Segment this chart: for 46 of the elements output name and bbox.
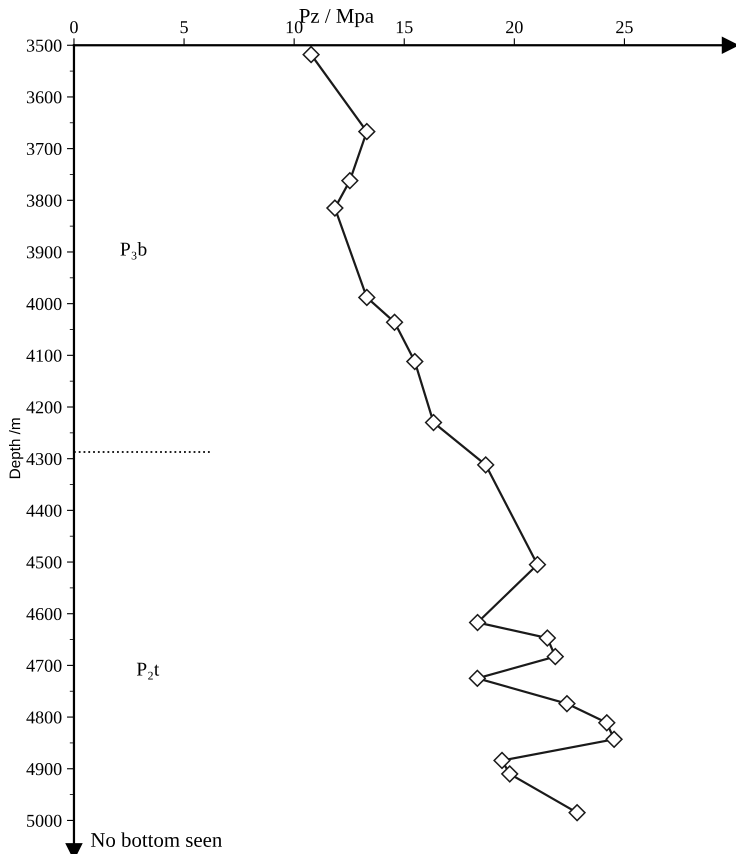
point (538, 629, 556, 647)
y-tick-label: 3500 (26, 40, 62, 52)
point (568, 804, 586, 822)
y-tick-label: 3900 (26, 246, 62, 258)
annotation: P₂t (136, 662, 160, 680)
point (605, 730, 623, 748)
y-tick-label: 4500 (26, 556, 62, 568)
point (468, 670, 486, 687)
y-tick-label: 3700 (26, 142, 62, 156)
y-tick-label: 5000 (27, 814, 62, 827)
y-tick-label: 4400 (26, 504, 62, 517)
point (358, 288, 376, 306)
x-tick-label: 25 (616, 21, 633, 34)
y-tick-label: 4200 (26, 401, 62, 414)
x-tick-label: 10 (286, 21, 302, 34)
y-tick-label: 4000 (26, 298, 62, 310)
x-tick-label: 15 (396, 21, 413, 34)
x-tick-label: 5 (180, 21, 188, 34)
y-tick-label: 3600 (26, 91, 62, 104)
point (326, 199, 344, 217)
point (424, 414, 442, 432)
point (341, 172, 358, 190)
y-tick-label: 4700 (26, 660, 62, 672)
point (493, 752, 511, 770)
point (558, 695, 576, 712)
point (528, 556, 546, 574)
x-tick-label: 20 (506, 21, 523, 34)
x-tick-label: 0 (70, 21, 78, 34)
y-axis-title: Depth /m (9, 418, 24, 478)
point (546, 648, 564, 666)
point (358, 122, 376, 140)
y-tick-label: 3800 (26, 194, 62, 207)
point (468, 614, 486, 632)
point (477, 456, 494, 474)
y-tick-label: 4800 (26, 711, 62, 724)
point (501, 765, 518, 783)
y-tick-label: 4600 (26, 608, 62, 620)
point (406, 352, 424, 370)
point (386, 314, 404, 331)
y-tick-label: 4100 (26, 350, 62, 362)
point (302, 46, 320, 64)
annotation: P₃b (120, 242, 146, 260)
point (598, 714, 616, 732)
annotation: No bottom seen (90, 832, 222, 847)
y-tick-label: 4300 (26, 452, 62, 466)
y-tick-label: 4900 (26, 763, 62, 776)
